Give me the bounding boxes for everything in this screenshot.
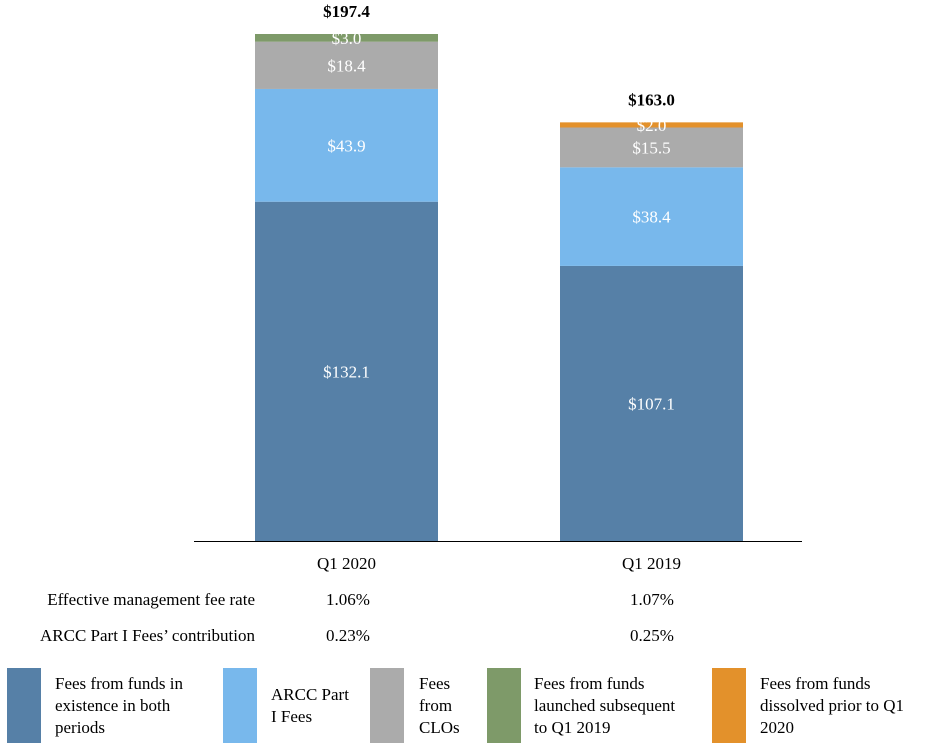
x-tick-label: Q1 2020 bbox=[317, 554, 376, 573]
total-label: $163.0 bbox=[628, 90, 675, 109]
row-label: Effective management fee rate bbox=[47, 590, 255, 609]
data-label: $15.5 bbox=[632, 138, 670, 157]
legend-swatch bbox=[223, 668, 257, 743]
legend-label: Fees from funds launched subsequent to Q… bbox=[534, 674, 676, 737]
data-label: $3.0 bbox=[332, 29, 362, 48]
data-label: $18.4 bbox=[327, 56, 366, 75]
bar-segment bbox=[255, 88, 438, 202]
metrics-table: Effective management fee rate 1.06% 1.07… bbox=[0, 590, 926, 650]
bar-segment bbox=[560, 167, 743, 266]
legend-swatch bbox=[370, 668, 404, 743]
cell-q1-2020: 1.06% bbox=[326, 590, 370, 609]
bar-segment bbox=[255, 34, 438, 42]
data-label: $2.0 bbox=[637, 116, 667, 135]
legend-swatch bbox=[712, 668, 746, 743]
bar-marks bbox=[255, 34, 743, 541]
table-row: Effective management fee rate 1.06% 1.07… bbox=[0, 590, 926, 612]
segment-labels: $132.1 $43.9 $18.4 $3.0 $107.1 $38.4 $15.5 $2.0 bbox=[323, 29, 675, 414]
legend-label: Fees from funds dissolved prior to Q1 20… bbox=[760, 674, 905, 737]
x-tick-labels: Q1 2020 Q1 2019 bbox=[317, 554, 681, 573]
data-label: $43.9 bbox=[327, 136, 365, 155]
data-label: $107.1 bbox=[628, 394, 675, 413]
cell-q1-2019: 1.07% bbox=[630, 590, 674, 609]
legend-item-arcc-part-i: ARCC Part I Fees bbox=[223, 667, 363, 745]
legend-label: Fees from CLOs bbox=[419, 674, 460, 737]
bar-segment bbox=[560, 122, 743, 128]
data-label: $38.4 bbox=[632, 208, 671, 227]
row-label: ARCC Part I Fees’ contribution bbox=[40, 626, 255, 645]
stacked-bar-chart: $132.1 $43.9 $18.4 $3.0 $107.1 $38.4 $15.5 $2.0… bbox=[194, 2, 802, 573]
bar-segment bbox=[255, 41, 438, 89]
legend-swatch bbox=[487, 668, 521, 743]
legend-swatch bbox=[7, 668, 41, 743]
x-tick-label: Q1 2019 bbox=[622, 554, 681, 573]
bar-segment bbox=[560, 127, 743, 168]
legend-item-launched-funds: Fees from funds launched subsequent to Q… bbox=[487, 667, 702, 745]
legend-item-dissolved-funds: Fees from funds dissolved prior to Q1 20… bbox=[712, 667, 924, 745]
cell-q1-2019: 0.25% bbox=[630, 626, 674, 645]
total-label: $197.4 bbox=[323, 2, 370, 21]
total-labels: $197.4 $163.0 bbox=[323, 2, 675, 109]
legend-label: ARCC Part I Fees bbox=[271, 685, 349, 726]
cell-q1-2020: 0.23% bbox=[326, 626, 370, 645]
data-label: $132.1 bbox=[323, 362, 370, 381]
legend-item-existing-funds: Fees from funds in existence in both per… bbox=[7, 667, 212, 745]
legend: Fees from funds in existence in both per… bbox=[0, 667, 926, 747]
table-row: ARCC Part I Fees’ contribution 0.23% 0.2… bbox=[0, 626, 926, 648]
bar-segment bbox=[560, 265, 743, 541]
legend-item-clos: Fees from CLOs bbox=[370, 667, 480, 745]
legend-label: Fees from funds in existence in both per… bbox=[55, 674, 183, 737]
bar-segment bbox=[255, 201, 438, 541]
